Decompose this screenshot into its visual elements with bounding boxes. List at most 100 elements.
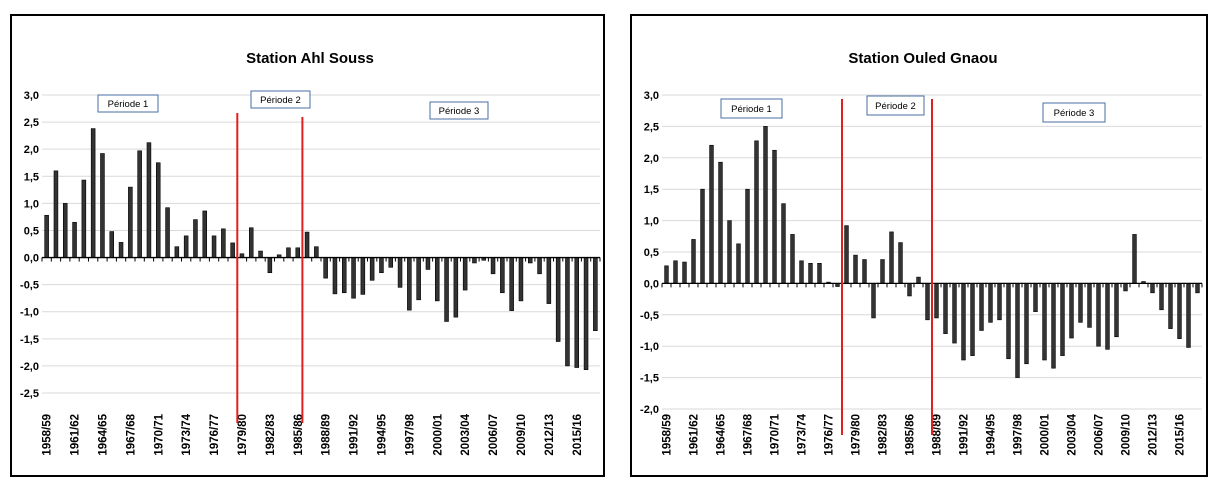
x-tick-label: 2009/10: [516, 414, 528, 456]
bar: [369, 257, 375, 281]
bar: [880, 259, 885, 284]
bar: [1177, 283, 1182, 339]
x-tick-label: 1961/62: [689, 414, 701, 456]
bar: [574, 257, 580, 368]
period-label-box: [429, 101, 489, 120]
bar: [137, 150, 142, 258]
bar: [332, 257, 338, 295]
x-tick-label: 1970/71: [770, 413, 782, 455]
bar: [304, 231, 310, 258]
bar: [453, 257, 459, 318]
bar: [407, 257, 412, 311]
y-tick-label: 3,0: [24, 90, 39, 102]
x-tick-label: 1991/92: [349, 414, 361, 456]
x-tick-label: 2000/01: [432, 413, 444, 455]
bar: [763, 126, 768, 284]
bar: [537, 257, 542, 275]
bar: [736, 243, 741, 284]
x-tick-label: 2003/04: [1067, 413, 1079, 455]
period-label: Période 1: [731, 104, 772, 115]
bar: [1150, 283, 1155, 294]
x-tick-label: 2006/07: [488, 414, 500, 456]
bar: [700, 188, 705, 284]
bar: [165, 207, 170, 258]
x-tick-label: 1967/68: [743, 413, 755, 455]
bar: [664, 265, 669, 284]
y-tick-label: -2,0: [640, 404, 659, 416]
bar: [397, 257, 403, 288]
bar: [230, 242, 235, 258]
y-tick-label: 2,5: [24, 117, 39, 129]
bar: [889, 231, 894, 284]
bar: [979, 283, 984, 331]
bar: [360, 257, 366, 295]
bar: [490, 257, 496, 275]
x-tick-label: 1988/89: [321, 414, 333, 456]
bar: [518, 257, 524, 302]
x-tick-label: 1958/59: [662, 414, 674, 456]
bar: [1051, 283, 1056, 369]
bar: [1015, 283, 1020, 378]
y-tick-label: -1,5: [20, 334, 39, 346]
bar: [799, 260, 804, 284]
x-tick-label: 1958/59: [42, 414, 54, 456]
bar: [862, 259, 867, 284]
bar: [808, 263, 813, 284]
bar: [72, 222, 77, 258]
y-tick-label: -1,0: [640, 341, 659, 353]
x-tick-label: 1970/71: [153, 413, 165, 455]
x-tick-label: 1982/83: [265, 414, 277, 456]
bar: [583, 257, 589, 371]
bar: [772, 149, 777, 284]
bar: [62, 203, 68, 258]
bar: [1087, 283, 1092, 328]
bar: [444, 257, 449, 322]
x-tick-label: 1985/86: [293, 414, 305, 456]
y-tick-label: -2,0: [20, 361, 39, 373]
bar: [155, 162, 161, 258]
chart-panel-ouled-gnaou: Station Ouled Gnaou 3,0 2,5 2,0 1,5 1,0 0,5 0,0…: [630, 14, 1208, 477]
bar: [1078, 283, 1083, 323]
x-tick-label: 1976/77: [209, 414, 221, 456]
bar: [462, 257, 468, 291]
period-label-box: [97, 94, 159, 113]
x-tick-label: 1964/65: [97, 413, 109, 455]
bar: [555, 257, 561, 342]
bar: [118, 242, 124, 258]
y-tick-label: -1,5: [640, 373, 659, 385]
chart-ahl-souss: Station Ahl Souss 3,0 2,5 2,0 1,5 1,0 0,5 0,0 -0…: [20, 50, 601, 456]
bar: [388, 257, 394, 268]
bar: [295, 247, 301, 258]
bar: [1159, 283, 1164, 311]
bar: [248, 227, 254, 258]
bar: [341, 257, 347, 294]
bar: [286, 247, 291, 258]
x-tick-label: 1991/92: [959, 414, 971, 456]
x-tick-label: 1979/80: [237, 414, 249, 456]
y-tick-label: 2,0: [644, 153, 659, 165]
bar: [790, 234, 795, 284]
x-tick-label: 1994/95: [376, 413, 388, 455]
period-label-box: [250, 90, 311, 109]
bar: [565, 257, 570, 367]
y-tick-label: 1,5: [644, 184, 659, 196]
bar: [934, 283, 939, 319]
bar: [1069, 283, 1074, 339]
x-tick-label: 1973/74: [797, 413, 809, 455]
bar: [1105, 283, 1110, 350]
y-tick-label: 1,0: [644, 216, 659, 228]
bar: [1033, 283, 1038, 312]
bar: [416, 257, 421, 301]
bar: [509, 257, 514, 311]
bar: [781, 203, 786, 284]
x-tick-label: 2009/10: [1121, 414, 1133, 456]
bar: [500, 257, 505, 294]
x-tick-label: 1973/74: [181, 413, 193, 455]
bar: [527, 257, 533, 264]
bar: [1114, 283, 1119, 338]
x-tick-label: 2003/04: [460, 413, 472, 455]
bar: [961, 283, 966, 361]
y-tick-label: 1,0: [24, 198, 39, 210]
x-tick-label: 2012/13: [544, 414, 556, 456]
period-label: Période 1: [108, 99, 149, 110]
